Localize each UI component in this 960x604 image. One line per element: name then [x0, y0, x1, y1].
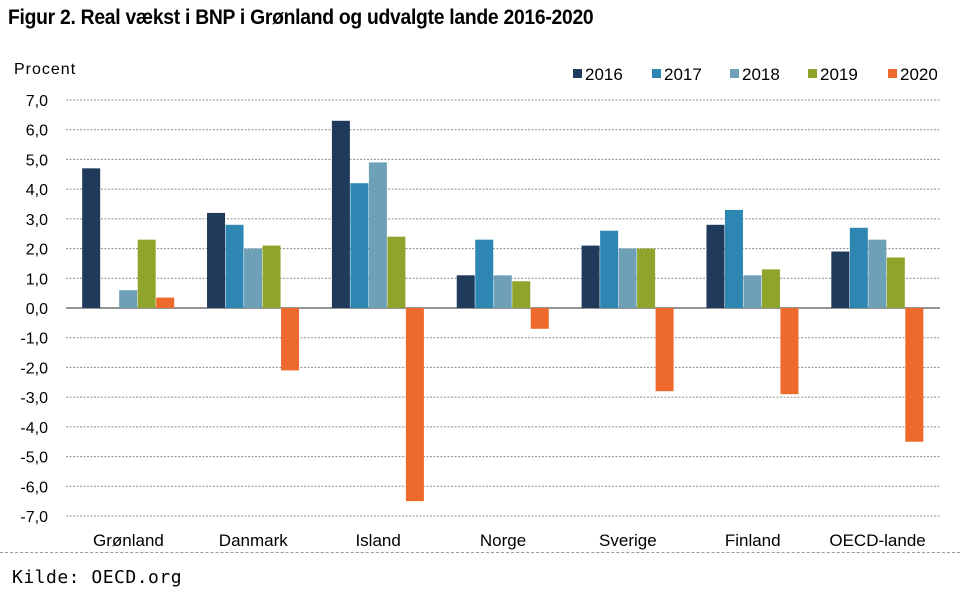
- y-tick-label: 4,0: [26, 182, 48, 199]
- y-tick-label: 2,0: [26, 242, 48, 259]
- y-tick-label: -2,0: [20, 360, 48, 377]
- y-tick-label: -4,0: [20, 420, 48, 437]
- x-tick-label: Norge: [480, 531, 526, 550]
- bar-2020-4: [655, 308, 674, 392]
- y-tick-label: -1,0: [20, 331, 48, 348]
- bar-2017-2: [350, 183, 369, 308]
- y-tick-label: 5,0: [26, 152, 48, 169]
- legend-swatch: [573, 69, 582, 78]
- legend-swatch: [808, 69, 817, 78]
- bar-2018-5: [743, 275, 762, 308]
- legend-swatch: [730, 69, 739, 78]
- bar-2016-0: [82, 168, 101, 308]
- legend-label: 2016: [585, 65, 623, 84]
- bar-2018-4: [618, 248, 637, 308]
- y-tick-label: -3,0: [20, 390, 48, 407]
- y-tick-label: -5,0: [20, 450, 48, 467]
- y-axis-label: Procent: [14, 61, 76, 78]
- bar-2019-1: [262, 245, 281, 308]
- bar-2019-5: [761, 269, 780, 308]
- legend-swatch: [888, 69, 897, 78]
- bar-2020-1: [281, 308, 300, 371]
- bar-2016-5: [706, 224, 725, 308]
- x-tick-label: Island: [355, 531, 400, 550]
- legend: 2016 2017 2018 2019 2020: [573, 65, 938, 84]
- x-tick-label: Finland: [725, 531, 781, 550]
- bar-2020-6: [905, 308, 924, 442]
- legend-label: 2018: [742, 65, 780, 84]
- bar-2018-6: [868, 239, 887, 308]
- bar-2019-0: [137, 239, 156, 308]
- bar-2019-6: [886, 257, 905, 308]
- y-tick-labels: 7,0 6,0 5,0 4,0 3,0 2,0 1,0 0,0 -1,0 -2,0 -3,0 -4,0…: [20, 93, 48, 526]
- bar-2020-0: [156, 297, 175, 308]
- legend-label: 2020: [900, 65, 938, 84]
- y-tick-label: -7,0: [20, 509, 48, 526]
- divider: [0, 552, 960, 553]
- x-tick-label: Danmark: [219, 531, 288, 550]
- x-tick-label: Sverige: [599, 531, 657, 550]
- chart-title: Figur 2. Real vækst i BNP i Grønland og …: [8, 6, 594, 29]
- legend-label: 2019: [820, 65, 858, 84]
- bars: [82, 120, 924, 502]
- bar-2019-4: [637, 248, 656, 308]
- legend-label: 2017: [664, 65, 702, 84]
- legend-swatch: [652, 69, 661, 78]
- bar-2016-1: [207, 212, 226, 308]
- bar-2018-2: [368, 162, 387, 308]
- x-tick-label: Grønland: [93, 531, 164, 550]
- bar-2020-2: [405, 308, 424, 502]
- bar-2016-2: [331, 120, 350, 308]
- source-note: Kilde: OECD.org: [12, 567, 183, 588]
- bar-2018-0: [119, 290, 138, 308]
- y-tick-label: 3,0: [26, 212, 48, 229]
- bar-2016-6: [831, 251, 850, 308]
- y-tick-label: 1,0: [26, 271, 48, 288]
- y-tick-label: -6,0: [20, 479, 48, 496]
- bar-2017-6: [849, 227, 868, 308]
- bar-2017-4: [600, 230, 619, 308]
- bar-2018-1: [244, 248, 263, 308]
- bar-2019-2: [387, 236, 406, 308]
- x-tick-labels: Grønland Danmark Island Norge Sverige Finland…: [93, 531, 926, 550]
- bar-2020-3: [530, 308, 549, 329]
- bar-2017-1: [225, 224, 244, 308]
- bar-2019-3: [512, 281, 531, 308]
- bar-2016-3: [456, 275, 475, 308]
- x-tick-label: OECD-lande: [829, 531, 925, 550]
- bar-2020-5: [780, 308, 799, 395]
- bar-2017-3: [475, 239, 494, 308]
- bar-2018-3: [493, 275, 512, 308]
- y-tick-label: 0,0: [26, 301, 48, 318]
- y-tick-label: 6,0: [26, 123, 48, 140]
- y-tick-label: 7,0: [26, 93, 48, 110]
- bar-2017-5: [724, 209, 743, 308]
- bar-2016-4: [581, 245, 600, 308]
